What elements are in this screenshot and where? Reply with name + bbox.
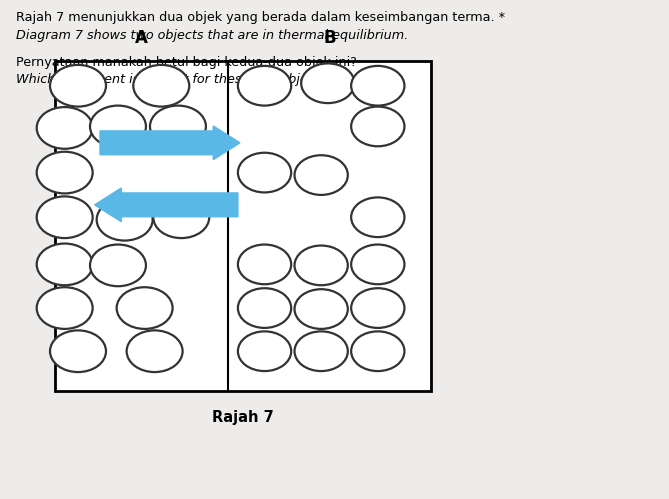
Circle shape <box>50 65 106 107</box>
Circle shape <box>351 331 405 371</box>
Text: Pernyataan manakah betul bagi kedua-dua objek ini?: Pernyataan manakah betul bagi kedua-dua … <box>16 56 357 69</box>
Text: Which statement is correct for these two objects?: Which statement is correct for these two… <box>16 73 333 86</box>
Circle shape <box>294 155 348 195</box>
Circle shape <box>238 66 291 106</box>
Circle shape <box>37 197 93 238</box>
Circle shape <box>50 330 106 372</box>
Circle shape <box>238 288 291 328</box>
Circle shape <box>238 245 291 284</box>
FancyArrow shape <box>100 126 240 160</box>
Circle shape <box>37 152 93 194</box>
Circle shape <box>351 245 405 284</box>
Circle shape <box>116 287 173 329</box>
Text: Rajah 7: Rajah 7 <box>212 410 274 425</box>
Circle shape <box>301 63 355 103</box>
Circle shape <box>294 246 348 285</box>
Text: A: A <box>135 29 148 47</box>
Circle shape <box>96 199 153 241</box>
Circle shape <box>351 66 405 106</box>
Bar <box>55 61 431 391</box>
Circle shape <box>351 198 405 237</box>
Text: Diagram 7 shows two objects that are in thermal equilibrium.: Diagram 7 shows two objects that are in … <box>16 28 408 42</box>
Circle shape <box>294 331 348 371</box>
Circle shape <box>37 287 93 329</box>
Circle shape <box>351 288 405 328</box>
Circle shape <box>150 106 206 147</box>
Circle shape <box>90 106 146 147</box>
FancyArrow shape <box>94 188 238 222</box>
Circle shape <box>351 107 405 146</box>
Circle shape <box>37 244 93 285</box>
Circle shape <box>294 289 348 329</box>
Text: Rajah 7 menunjukkan dua objek yang berada dalam keseimbangan terma. *: Rajah 7 menunjukkan dua objek yang berad… <box>16 11 505 24</box>
Circle shape <box>153 197 209 238</box>
Circle shape <box>90 245 146 286</box>
Circle shape <box>133 65 189 107</box>
Circle shape <box>126 330 183 372</box>
Circle shape <box>37 107 93 149</box>
Text: B: B <box>323 29 336 47</box>
Circle shape <box>238 153 291 193</box>
Circle shape <box>238 331 291 371</box>
